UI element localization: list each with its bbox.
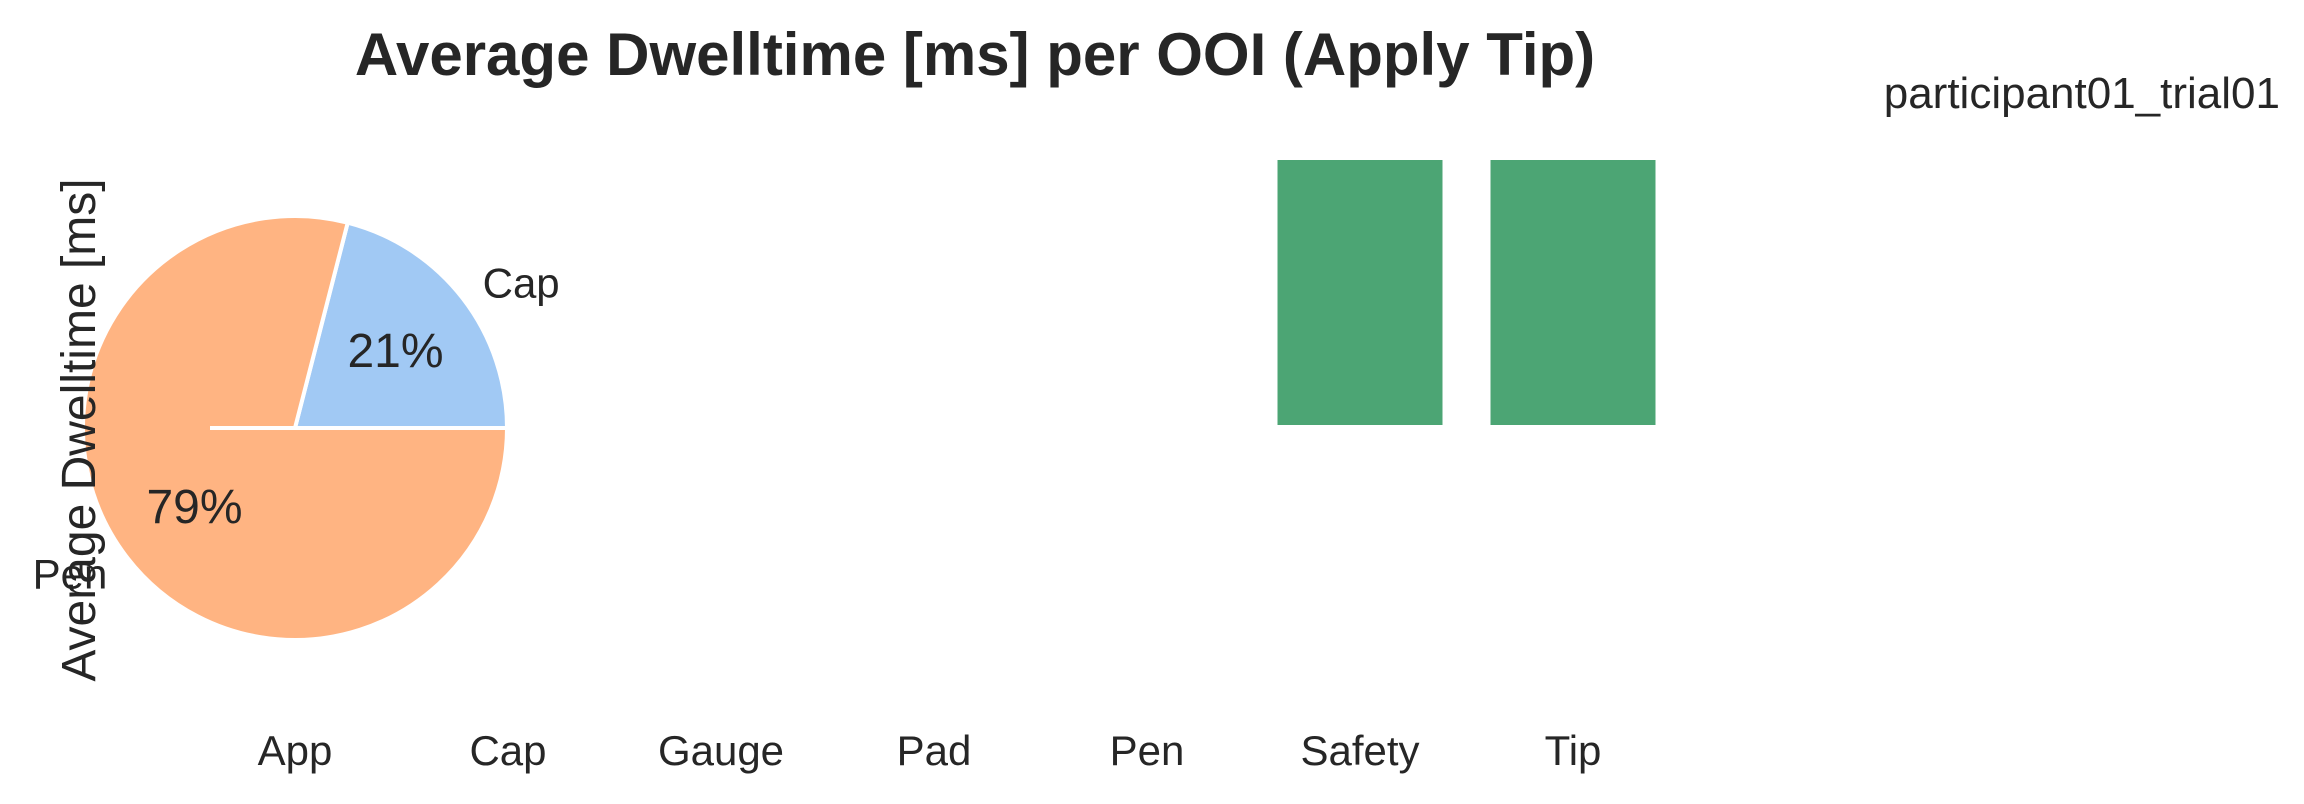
- bar-tip: [1490, 160, 1656, 425]
- x-tick-safety: Safety: [1300, 727, 1419, 774]
- x-tick-pad: Pad: [897, 727, 972, 774]
- pie-label-cap: Cap: [483, 259, 560, 306]
- pie-slice-cap: [293, 220, 509, 430]
- chart-subtitle: participant01_trial01: [1884, 69, 2280, 118]
- x-tick-pen: Pen: [1110, 727, 1185, 774]
- chart-title: Average Dwelltime [ms] per OOI (Apply Ti…: [355, 21, 1595, 88]
- x-tick-cap: Cap: [469, 727, 546, 774]
- pie-percent-pen: 79%: [146, 481, 242, 534]
- x-tick-tip: Tip: [1545, 727, 1602, 774]
- x-tick-gauge: Gauge: [658, 727, 784, 774]
- pie-label-pen: Pen: [33, 551, 108, 598]
- pie-chart: Cap 21% Pen 79%: [33, 214, 560, 642]
- x-tick-app: App: [258, 727, 333, 774]
- y-axis-label: Average Dwelltime [ms]: [53, 178, 106, 681]
- x-tick-labels: App Cap Gauge Pad Pen Safety Tip: [258, 727, 1602, 774]
- pie-percent-cap: 21%: [347, 325, 443, 378]
- bar-series: [1277, 160, 1656, 425]
- pie-slice-pen: [81, 214, 509, 642]
- bar-safety: [1277, 160, 1443, 425]
